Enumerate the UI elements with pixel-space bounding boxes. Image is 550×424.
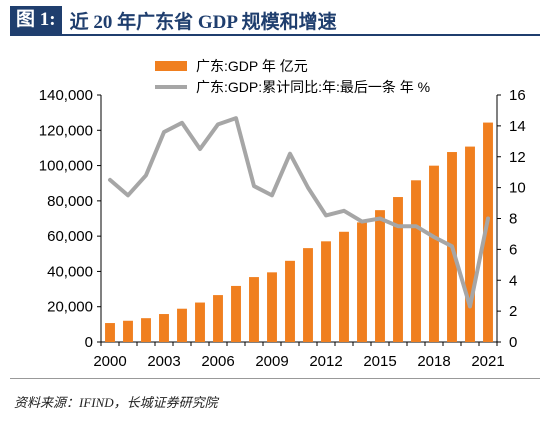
gdp-bar (375, 210, 385, 342)
gdp-bar (303, 248, 313, 342)
line-series (108, 116, 490, 309)
right-tick-label: 4 (509, 272, 517, 289)
gdp-bar (123, 320, 133, 342)
gdp-bar (429, 165, 439, 342)
x-tick-label: 2015 (363, 353, 396, 370)
right-tick-label: 16 (509, 87, 526, 104)
right-tick-label: 2 (509, 303, 517, 320)
gdp-bar (465, 146, 475, 342)
gdp-bar (159, 314, 169, 342)
left-tick-label: 0 (85, 334, 93, 351)
legend-label-bar: 广东:GDP 年 亿元 (196, 58, 308, 74)
bar-series (105, 122, 493, 343)
gdp-bar (393, 197, 403, 342)
gdp-bar (177, 308, 187, 342)
right-tick-label: 6 (509, 241, 517, 258)
legend-swatch-bar (155, 61, 187, 71)
x-tick-label: 2000 (93, 353, 126, 370)
right-tick-label: 8 (509, 211, 517, 228)
x-tick-label: 2003 (147, 353, 180, 370)
gdp-bar (483, 122, 493, 343)
left-tick-label: 20,000 (47, 299, 93, 316)
left-tick-label: 40,000 (47, 263, 93, 280)
gdp-bar (105, 323, 115, 342)
gdp-bar (141, 318, 151, 342)
left-tick-label: 60,000 (47, 228, 93, 245)
gdp-bar (249, 277, 259, 342)
x-tick-label: 2009 (255, 353, 288, 370)
left-tick-label: 80,000 (47, 193, 93, 210)
figure-title: 近 20 年广东省 GDP 规模和增速 (69, 11, 337, 33)
right-tick-label: 12 (509, 149, 526, 166)
left-tick-label: 140,000 (39, 87, 93, 104)
legend-label-line: 广东:GDP:累计同比:年:最后一条 年 % (196, 79, 430, 95)
x-tick-label: 2018 (417, 353, 450, 370)
gdp-bar (213, 295, 223, 342)
left-tick-label: 100,000 (39, 158, 93, 175)
right-tick-label: 14 (509, 118, 526, 135)
gdp-bar (321, 241, 331, 342)
axes: 0 20,000 40,000 60,000 80,000 100,000 120,000 1… (39, 87, 526, 370)
right-tick-label: 10 (509, 180, 526, 197)
gdp-bar (231, 285, 241, 342)
figure-label: 图 1: (10, 6, 62, 34)
gdp-bar (339, 231, 349, 342)
x-tick-label: 2012 (309, 353, 342, 370)
left-tick-label: 120,000 (39, 122, 93, 139)
figure-header: 图 1: 近 20 年广东省 GDP 规模和增速 (10, 6, 540, 36)
gdp-bar (285, 260, 295, 342)
gdp-bar (267, 272, 277, 342)
right-tick-label: 0 (509, 334, 517, 351)
gdp-bar (357, 222, 367, 342)
x-tick-label: 2006 (201, 353, 234, 370)
growth-line (108, 116, 490, 309)
gdp-bar (411, 180, 421, 342)
source-divider (10, 378, 540, 379)
x-tick-label: 2021 (471, 353, 504, 370)
source-note: 资料来源：IFIND，长城证券研究院 (14, 395, 218, 410)
gdp-bar (195, 302, 205, 342)
